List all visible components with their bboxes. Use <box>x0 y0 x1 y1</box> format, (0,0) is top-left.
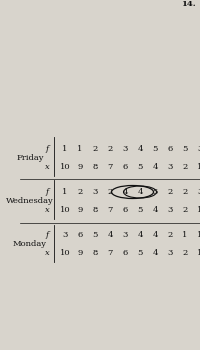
Text: 2: 2 <box>182 163 188 171</box>
Text: 4: 4 <box>152 231 158 239</box>
Text: f: f <box>45 145 49 153</box>
Text: 5: 5 <box>137 163 143 171</box>
Text: 2: 2 <box>182 206 188 214</box>
Text: 3: 3 <box>167 249 173 257</box>
Text: 6: 6 <box>122 163 128 171</box>
Text: 6: 6 <box>122 249 128 257</box>
Text: 1: 1 <box>197 231 200 239</box>
Text: 7: 7 <box>107 249 113 257</box>
Text: 1: 1 <box>197 249 200 257</box>
Text: 5: 5 <box>182 145 188 153</box>
Text: 5: 5 <box>137 249 143 257</box>
Text: 6: 6 <box>167 145 173 153</box>
Text: 14.: 14. <box>181 0 196 8</box>
Text: 2: 2 <box>182 188 188 196</box>
Text: 10: 10 <box>60 206 70 214</box>
Text: 5: 5 <box>92 231 98 239</box>
Text: 2: 2 <box>107 188 113 196</box>
Text: 6: 6 <box>122 206 128 214</box>
Text: 4: 4 <box>152 163 158 171</box>
Text: Monday: Monday <box>13 240 47 248</box>
Text: 3: 3 <box>122 231 128 239</box>
Text: 7: 7 <box>107 206 113 214</box>
Text: 9: 9 <box>77 163 83 171</box>
Text: 1: 1 <box>62 145 68 153</box>
Text: 9: 9 <box>77 249 83 257</box>
Text: 3: 3 <box>122 145 128 153</box>
Text: 3: 3 <box>197 145 200 153</box>
Text: 1: 1 <box>77 145 83 153</box>
Text: 7: 7 <box>107 163 113 171</box>
Text: Wednesday: Wednesday <box>6 197 54 205</box>
Text: 5: 5 <box>152 188 158 196</box>
Text: 4: 4 <box>122 188 128 196</box>
Text: f: f <box>45 188 49 196</box>
Text: 8: 8 <box>92 163 98 171</box>
Text: 10: 10 <box>60 163 70 171</box>
Text: 9: 9 <box>77 206 83 214</box>
Text: 4: 4 <box>107 231 113 239</box>
Text: 2: 2 <box>182 249 188 257</box>
Text: 1: 1 <box>197 206 200 214</box>
Text: 1: 1 <box>62 188 68 196</box>
Text: x: x <box>45 163 49 171</box>
Text: 3: 3 <box>92 188 98 196</box>
Text: x: x <box>45 249 49 257</box>
Text: x: x <box>45 206 49 214</box>
Text: 3: 3 <box>167 163 173 171</box>
Text: 2: 2 <box>107 145 113 153</box>
Text: 2: 2 <box>167 231 173 239</box>
Text: 2: 2 <box>92 145 98 153</box>
Text: 3: 3 <box>167 206 173 214</box>
Text: 1: 1 <box>182 231 188 239</box>
Text: 8: 8 <box>92 249 98 257</box>
Text: f: f <box>45 231 49 239</box>
Text: 4: 4 <box>137 231 143 239</box>
Text: 5: 5 <box>152 145 158 153</box>
Text: 4: 4 <box>137 145 143 153</box>
Text: 4: 4 <box>137 188 143 196</box>
Text: 10: 10 <box>60 249 70 257</box>
Text: 3: 3 <box>197 188 200 196</box>
Text: 5: 5 <box>137 206 143 214</box>
Text: 1: 1 <box>197 163 200 171</box>
Text: 3: 3 <box>62 231 68 239</box>
Text: 4: 4 <box>152 249 158 257</box>
Text: 4: 4 <box>152 206 158 214</box>
Text: 2: 2 <box>167 188 173 196</box>
Text: 8: 8 <box>92 206 98 214</box>
Text: 2: 2 <box>77 188 83 196</box>
Text: 6: 6 <box>77 231 83 239</box>
Text: Friday: Friday <box>16 154 44 162</box>
